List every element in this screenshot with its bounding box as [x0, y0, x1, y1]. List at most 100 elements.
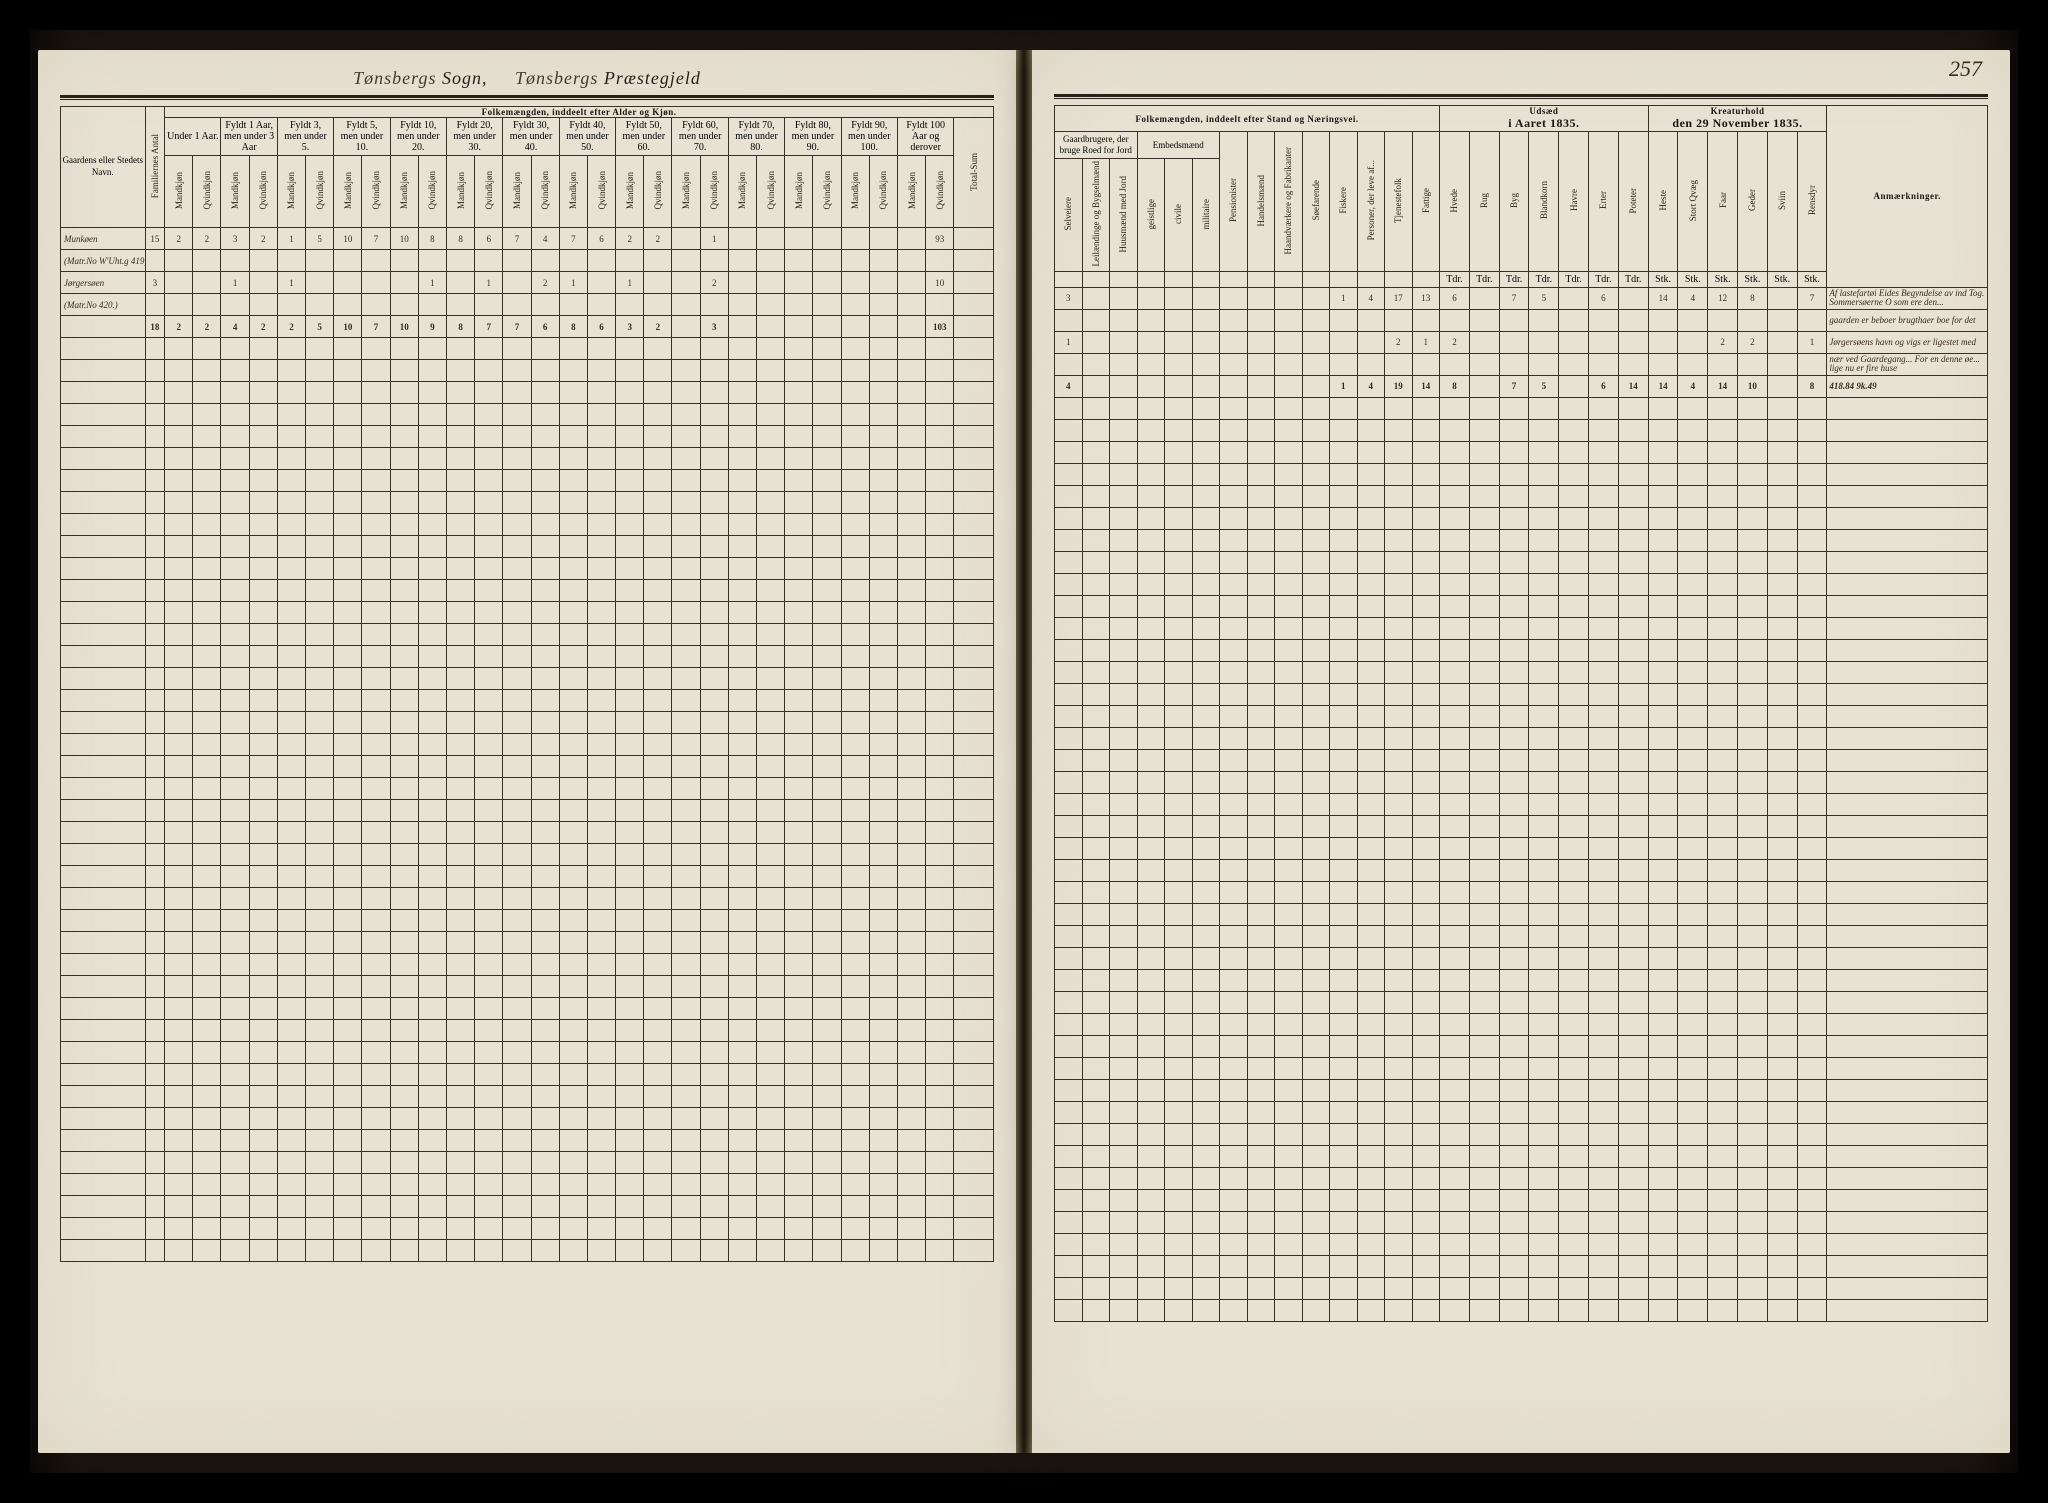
- data-cell: [813, 228, 841, 250]
- empty-cell: [334, 756, 362, 778]
- empty-cell: [61, 514, 146, 536]
- empty-cell: [1678, 683, 1708, 705]
- empty-cell: [1469, 573, 1499, 595]
- empty-cell: [897, 668, 925, 690]
- empty-cell: [1055, 463, 1083, 485]
- empty-cell: [644, 756, 672, 778]
- empty-cell: [1275, 397, 1303, 419]
- unit-cell: Tdr.: [1559, 271, 1589, 287]
- empty-cell: [334, 844, 362, 866]
- data-cell: [475, 294, 503, 316]
- empty-cell: [390, 382, 418, 404]
- empty-cell: [1192, 1299, 1220, 1321]
- empty-cell: [587, 338, 615, 360]
- empty-cell: [1220, 617, 1248, 639]
- empty-cell: [306, 382, 334, 404]
- empty-cell: [644, 954, 672, 976]
- empty-cell: [700, 404, 728, 426]
- empty-cell: [869, 1086, 897, 1108]
- gender-header: Qvindkjøn: [757, 156, 785, 228]
- empty-cell: [1708, 419, 1738, 441]
- empty-cell: [1559, 1123, 1589, 1145]
- empty-cell: [926, 602, 954, 624]
- empty-cell: [503, 976, 531, 998]
- empty-cell: [1469, 595, 1499, 617]
- empty-cell: [446, 866, 474, 888]
- empty-cell: [1589, 1299, 1619, 1321]
- empty-cell: [1469, 1277, 1499, 1299]
- empty-cell: [1708, 1299, 1738, 1321]
- empty-cell: [1559, 397, 1589, 419]
- empty-cell: [1678, 529, 1708, 551]
- empty-cell: [1469, 903, 1499, 925]
- empty-cell: [672, 360, 700, 382]
- empty-cell: [1678, 397, 1708, 419]
- empty-cell: [1767, 925, 1797, 947]
- empty-cell: [1678, 903, 1708, 925]
- empty-cell: [277, 1130, 305, 1152]
- empty-cell: [1738, 397, 1768, 419]
- empty-cell: [446, 646, 474, 668]
- empty-cell: [1055, 573, 1083, 595]
- empty-cell: [1357, 529, 1385, 551]
- gender-header: Qvindkjøn: [249, 156, 277, 228]
- empty-cell: [1275, 683, 1303, 705]
- empty-cell: [897, 1196, 925, 1218]
- data-cell: [728, 294, 756, 316]
- empty-cell: [1110, 683, 1138, 705]
- empty-cell: [390, 646, 418, 668]
- empty-cell: [249, 448, 277, 470]
- empty-cell: [926, 470, 954, 492]
- empty-cell: [1708, 903, 1738, 925]
- empty-cell: [1412, 1079, 1440, 1101]
- empty-cell: [897, 932, 925, 954]
- empty-cell: [1302, 793, 1330, 815]
- empty-cell: [1412, 925, 1440, 947]
- empty-cell: [1499, 1167, 1529, 1189]
- empty-row: [1055, 529, 1988, 551]
- empty-cell: [1165, 639, 1193, 661]
- empty-cell: [1648, 1255, 1678, 1277]
- empty-cell: [700, 470, 728, 492]
- empty-cell: [559, 470, 587, 492]
- empty-cell: [61, 536, 146, 558]
- empty-cell: [559, 1174, 587, 1196]
- data-cell: [1738, 309, 1768, 331]
- empty-cell: [1469, 771, 1499, 793]
- empty-row: [1055, 595, 1988, 617]
- empty-cell: [1648, 463, 1678, 485]
- empty-cell: [1357, 1123, 1385, 1145]
- data-cell: [1192, 353, 1220, 375]
- empty-cell: [334, 668, 362, 690]
- empty-cell: [1137, 969, 1165, 991]
- data-cell: [785, 294, 813, 316]
- empty-cell: [644, 844, 672, 866]
- empty-cell: [841, 1020, 869, 1042]
- data-cell: [362, 250, 390, 272]
- empty-cell: [841, 1042, 869, 1064]
- empty-cell: [1165, 419, 1193, 441]
- empty-row: [61, 1020, 994, 1042]
- empty-cell: [813, 404, 841, 426]
- empty-cell: [334, 954, 362, 976]
- empty-cell: [700, 426, 728, 448]
- empty-cell: [954, 734, 994, 756]
- empty-cell: [61, 1130, 146, 1152]
- empty-cell: [1137, 859, 1165, 881]
- empty-cell: [1137, 1057, 1165, 1079]
- empty-cell: [616, 382, 644, 404]
- empty-cell: [757, 800, 785, 822]
- empty-cell: [1082, 1233, 1110, 1255]
- empty-cell: [145, 1240, 165, 1262]
- data-cell: 3: [616, 316, 644, 338]
- data-cell: [926, 250, 954, 272]
- empty-cell: [785, 910, 813, 932]
- empty-cell: [1678, 771, 1708, 793]
- empty-cell: [1357, 683, 1385, 705]
- empty-cell: [249, 580, 277, 602]
- empty-cell: [418, 426, 446, 448]
- empty-cell: [503, 954, 531, 976]
- empty-cell: [728, 1130, 756, 1152]
- empty-cell: [644, 1064, 672, 1086]
- empty-cell: [1330, 969, 1358, 991]
